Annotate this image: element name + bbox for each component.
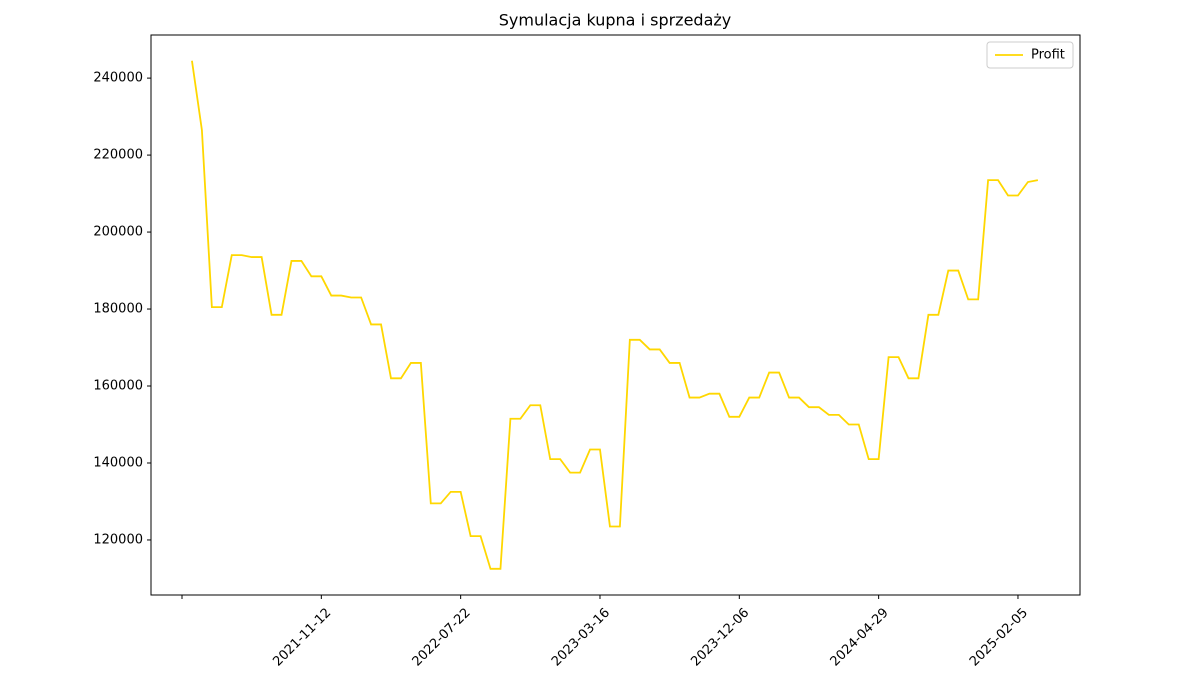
y-tick-label: 140000 (93, 455, 143, 470)
x-tick-label: 2023-12-06 (688, 605, 752, 669)
legend-box (986, 41, 1074, 69)
y-tick-label: 220000 (93, 148, 143, 163)
x-tick-label: 2024-04-29 (828, 605, 892, 669)
y-tick-label: 160000 (93, 379, 143, 394)
x-tick-label: 2023-03-16 (549, 605, 613, 669)
plot-frame (150, 34, 1081, 596)
x-tick-label: 2025-02-05 (967, 605, 1031, 669)
y-tick-label: 200000 (93, 225, 143, 240)
y-tick-label: 240000 (93, 71, 143, 86)
y-tick-label: 120000 (93, 532, 143, 547)
line-series (191, 60, 1039, 570)
chart-title: Symulacja kupna i sprzedaży (499, 11, 732, 30)
legend-label: Profit (1031, 48, 1065, 63)
legend: Profit (986, 41, 1074, 69)
y-tick-label: 180000 (93, 302, 143, 317)
x-tick-label: 2021-11-12 (270, 605, 334, 669)
x-tick-label: 2022-07-22 (410, 605, 474, 669)
